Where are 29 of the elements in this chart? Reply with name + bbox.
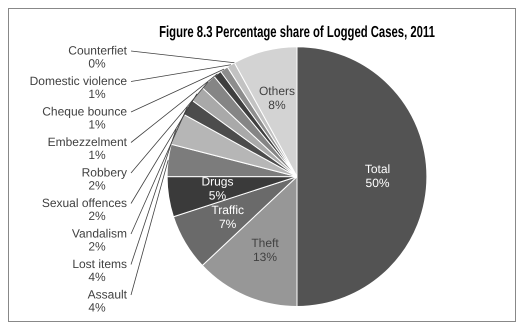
slice-label: Drugs (201, 174, 234, 189)
data-label: 13% (253, 250, 278, 264)
data-label: 50% (366, 176, 390, 190)
slice-label: Others (258, 84, 295, 98)
slice-label: Sexual offences (42, 196, 127, 210)
data-label: 1% (88, 117, 106, 132)
slice-label: Vandalism (72, 226, 127, 240)
data-label: 2% (88, 178, 106, 192)
slice-label: Lost items (72, 256, 127, 271)
slice-label: Embezzelment (48, 134, 128, 149)
chart-title: Figure 8.3 Percentage share of Logged Cases, 2011 (159, 22, 436, 40)
data-label: 2% (88, 239, 106, 254)
slice-label: Assault (88, 287, 128, 302)
slice-label: Theft (251, 236, 280, 250)
slice-label: Robbery (82, 165, 127, 180)
data-label: 1% (88, 86, 106, 101)
data-label: 2% (88, 208, 106, 223)
data-label: 5% (208, 188, 226, 203)
slice-label: Total (364, 162, 390, 176)
data-label: 4% (88, 270, 106, 284)
category-label: Counterfiet (68, 43, 127, 58)
slice-label: Traffic (211, 202, 244, 217)
slice-label: Domestic violence (30, 74, 128, 88)
data-label: 1% (88, 148, 106, 162)
slice-label: Cheque bounce (42, 104, 128, 118)
data-label: 7% (219, 216, 237, 231)
data-label: 8% (268, 98, 286, 112)
text: 0% (88, 56, 106, 70)
data-label: 4% (88, 300, 106, 314)
